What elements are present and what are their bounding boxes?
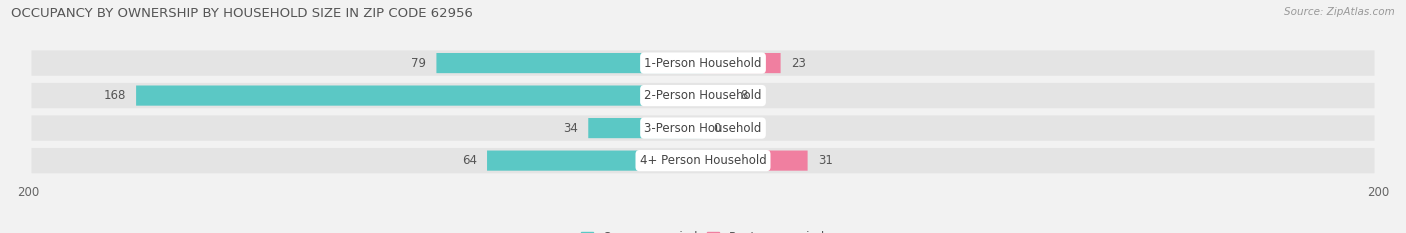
FancyBboxPatch shape (31, 115, 1375, 141)
Text: 34: 34 (564, 122, 578, 135)
FancyBboxPatch shape (703, 151, 807, 171)
Text: 168: 168 (104, 89, 127, 102)
Text: 31: 31 (818, 154, 832, 167)
Text: 1-Person Household: 1-Person Household (644, 57, 762, 70)
Text: OCCUPANCY BY OWNERSHIP BY HOUSEHOLD SIZE IN ZIP CODE 62956: OCCUPANCY BY OWNERSHIP BY HOUSEHOLD SIZE… (11, 7, 474, 20)
FancyBboxPatch shape (486, 151, 703, 171)
FancyBboxPatch shape (703, 86, 730, 106)
Text: 4+ Person Household: 4+ Person Household (640, 154, 766, 167)
Text: 0: 0 (713, 122, 720, 135)
FancyBboxPatch shape (31, 50, 1375, 76)
Text: 2-Person Household: 2-Person Household (644, 89, 762, 102)
FancyBboxPatch shape (588, 118, 703, 138)
Text: 3-Person Household: 3-Person Household (644, 122, 762, 135)
FancyBboxPatch shape (703, 53, 780, 73)
Text: 23: 23 (790, 57, 806, 70)
Text: 79: 79 (412, 57, 426, 70)
Text: 64: 64 (463, 154, 477, 167)
FancyBboxPatch shape (436, 53, 703, 73)
Text: Source: ZipAtlas.com: Source: ZipAtlas.com (1284, 7, 1395, 17)
FancyBboxPatch shape (31, 148, 1375, 173)
FancyBboxPatch shape (136, 86, 703, 106)
Text: 8: 8 (740, 89, 748, 102)
FancyBboxPatch shape (31, 83, 1375, 108)
Legend: Owner-occupied, Renter-occupied: Owner-occupied, Renter-occupied (576, 226, 830, 233)
